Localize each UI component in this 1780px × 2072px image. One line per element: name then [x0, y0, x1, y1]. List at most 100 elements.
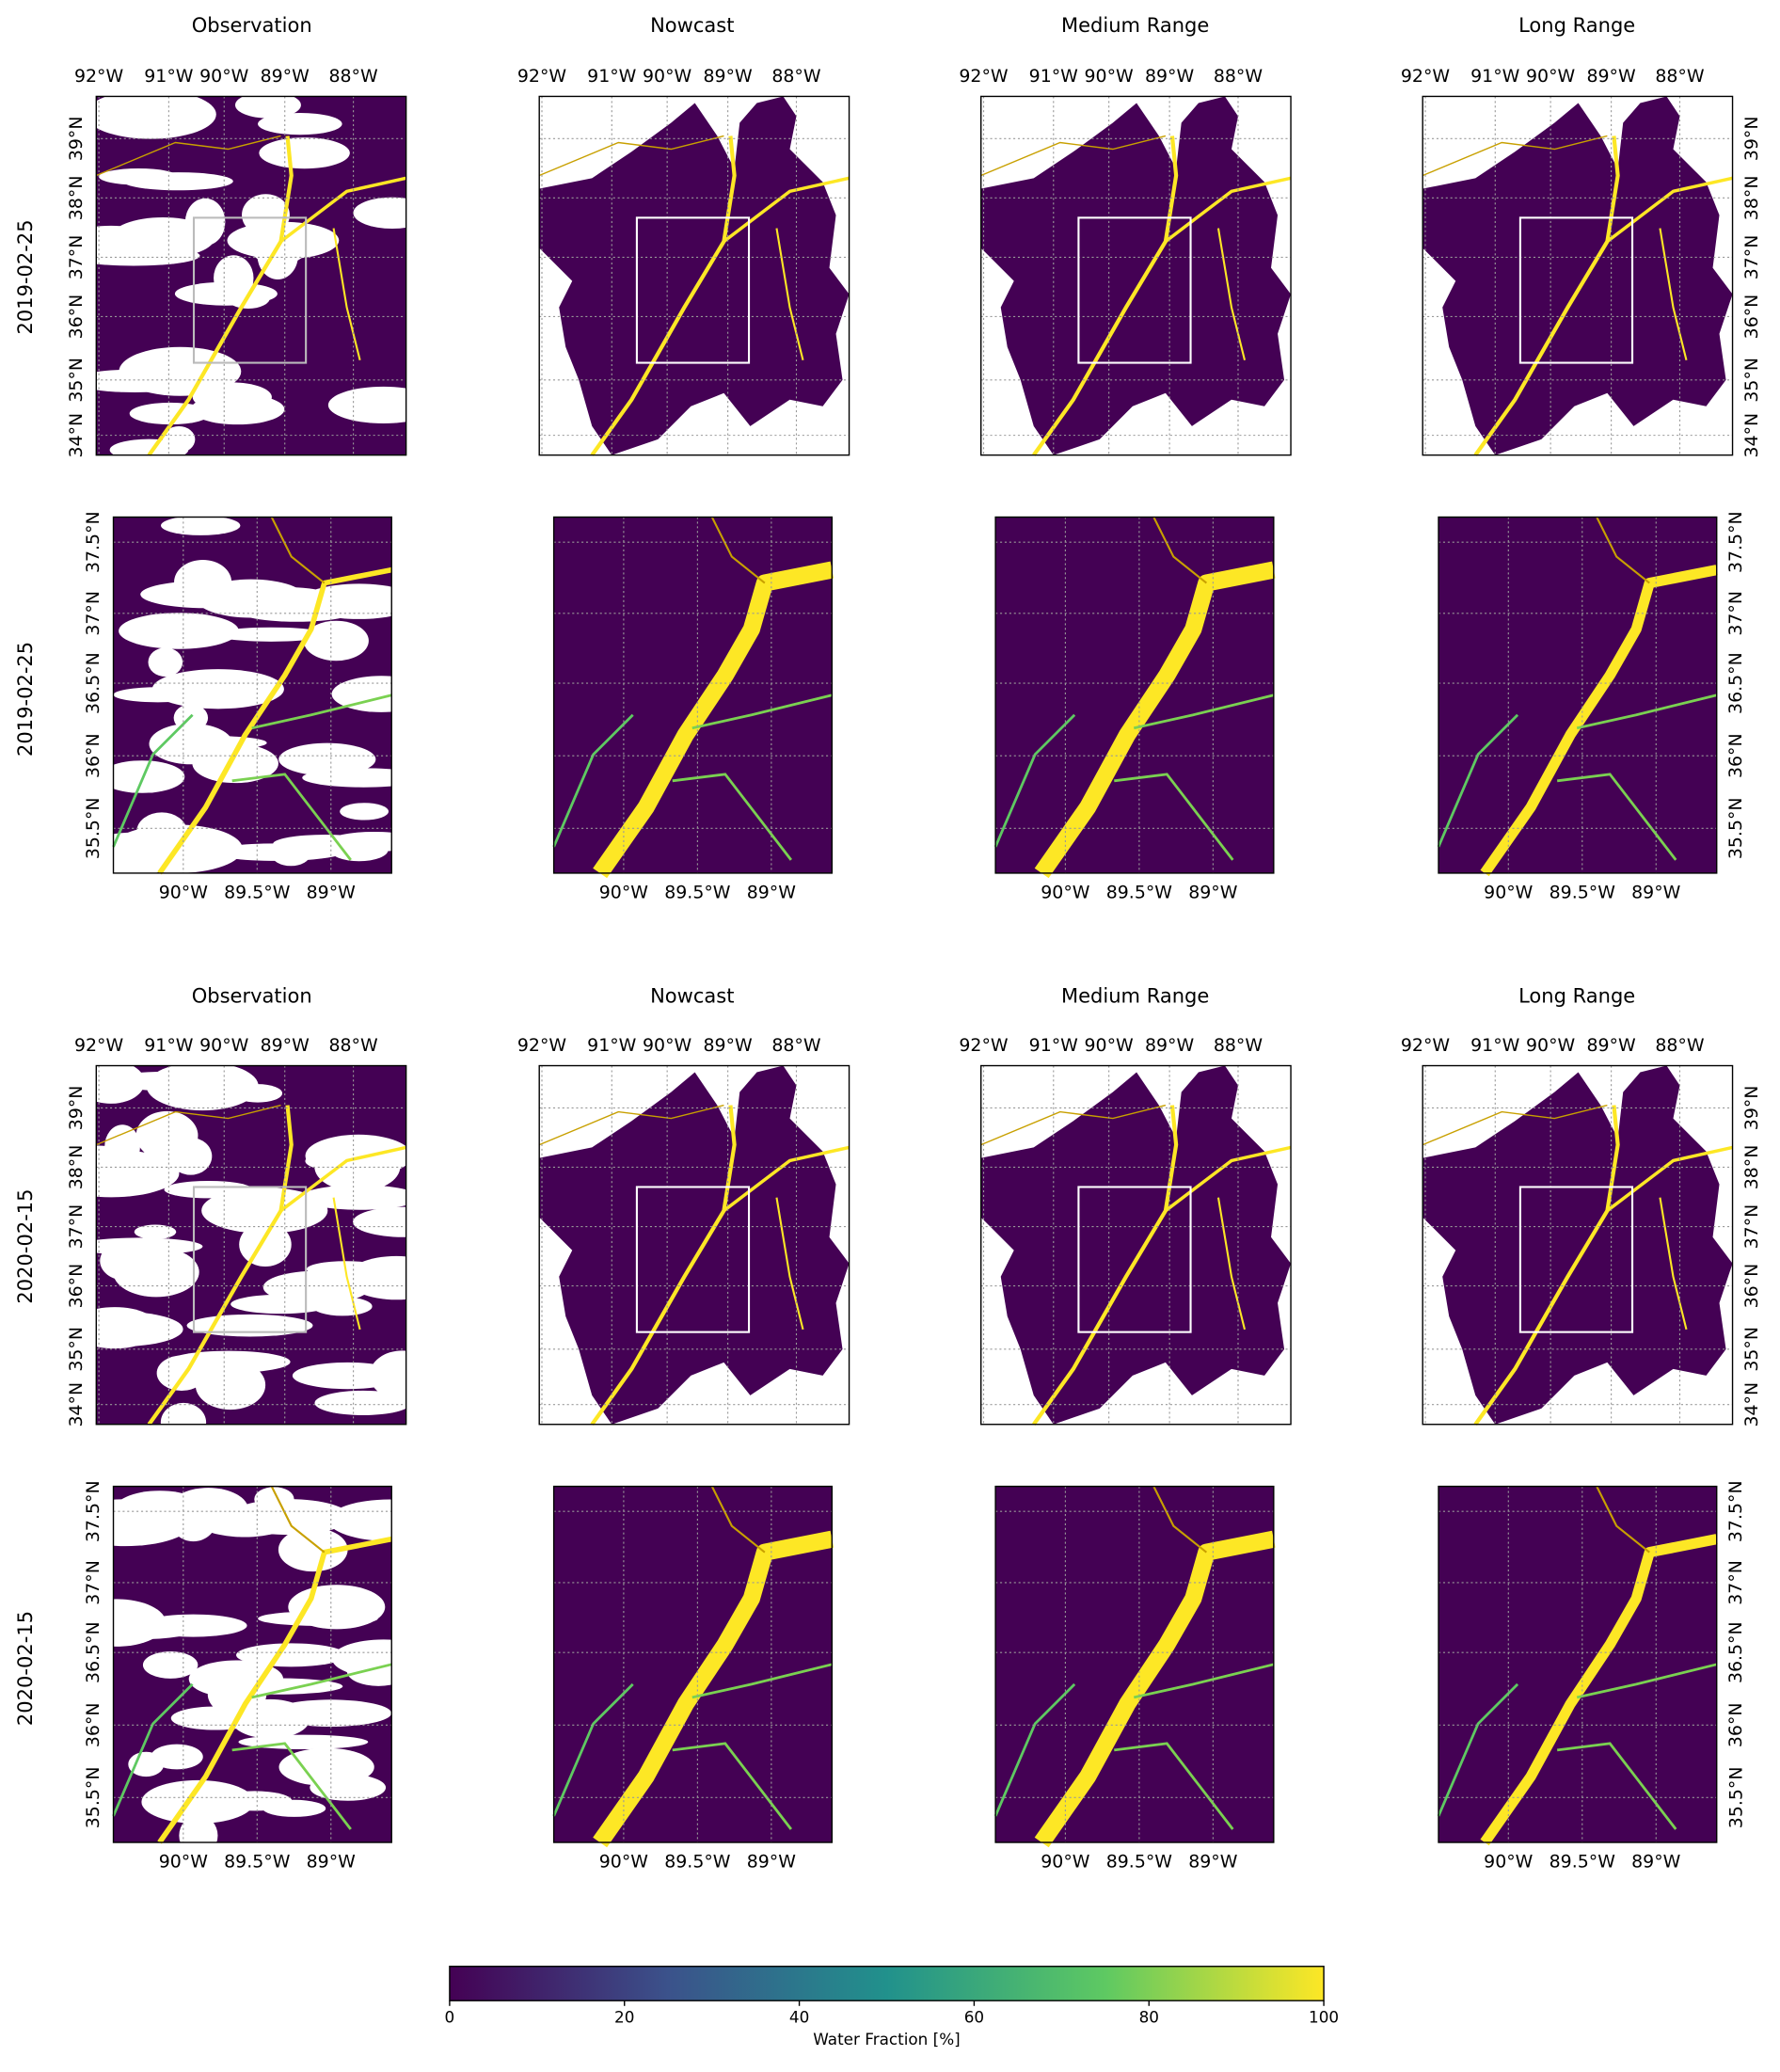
x-tick-label: 90°W	[599, 1852, 649, 1873]
zoom-box	[1077, 1186, 1192, 1333]
x-tick-label: 89°W	[261, 66, 310, 87]
y-tick-label: 38°N	[66, 1145, 87, 1190]
x-tick-label: 89°W	[307, 882, 357, 902]
y-tick-label: 39°N	[1741, 116, 1762, 161]
y-tick-label: 36.5°N	[83, 1621, 103, 1683]
x-tick-label: 88°W	[771, 1035, 821, 1056]
river	[270, 517, 326, 584]
map-panel	[1438, 517, 1717, 873]
cloud	[142, 1651, 199, 1679]
y-tick-label: 38°N	[66, 176, 87, 221]
river	[1164, 176, 1292, 244]
river	[1556, 773, 1677, 861]
x-tick-label: 89°W	[1631, 1852, 1681, 1873]
river	[147, 1105, 294, 1426]
x-tick-label: 89°W	[747, 882, 797, 902]
cloud	[104, 1124, 140, 1169]
y-tick-label: 36°N	[66, 1264, 87, 1309]
cloud	[327, 386, 439, 423]
x-tick-label: 90°W	[1041, 1852, 1090, 1873]
x-tick-label: 90°W	[1041, 882, 1090, 902]
river	[1596, 517, 1650, 584]
column-title: Long Range	[1518, 984, 1635, 1008]
river	[332, 228, 361, 360]
cloud	[179, 1814, 218, 1857]
zoom-box	[1518, 1186, 1634, 1333]
river	[710, 1486, 766, 1554]
x-tick-label: 92°W	[517, 1035, 567, 1056]
cloud	[149, 723, 233, 765]
panel-frame	[994, 1485, 1275, 1843]
x-tick-label: 90°W	[599, 882, 649, 902]
zoom-box	[635, 216, 751, 364]
cloud	[190, 393, 285, 425]
river	[1152, 517, 1208, 584]
cloud	[299, 1185, 421, 1210]
y-tick-label: 35°N	[1741, 1327, 1762, 1372]
panel-frame	[1422, 1064, 1734, 1426]
river	[1152, 1486, 1208, 1554]
x-tick-label: 90°W	[1085, 1035, 1135, 1056]
x-tick-label: 88°W	[1214, 1035, 1263, 1056]
cloud	[148, 647, 183, 677]
cloud	[314, 1390, 412, 1416]
x-tick-label: 91°W	[587, 1035, 637, 1056]
cloud	[100, 1241, 151, 1281]
x-tick-label: 89°W	[1587, 66, 1637, 87]
river	[538, 135, 724, 177]
cloud	[134, 1224, 177, 1239]
river	[993, 713, 1076, 848]
river	[590, 135, 737, 456]
y-tick-label: 35.5°N	[1725, 797, 1746, 859]
row-label: 2020-02-15	[13, 1188, 37, 1303]
x-tick-label: 89°W	[747, 1852, 797, 1873]
cloud	[139, 1614, 247, 1637]
x-tick-label: 91°W	[587, 66, 637, 87]
cloud	[262, 1270, 371, 1304]
river	[1437, 1682, 1519, 1817]
y-tick-label: 35.5°N	[83, 797, 103, 859]
x-tick-label: 91°W	[144, 66, 194, 87]
cloud	[161, 516, 241, 535]
river	[96, 135, 281, 177]
y-tick-label: 35°N	[66, 1327, 87, 1372]
cloud	[278, 1527, 348, 1572]
x-tick-label: 90°W	[1085, 66, 1135, 87]
river	[279, 1145, 407, 1213]
river	[1164, 1145, 1292, 1213]
river	[980, 1104, 1167, 1146]
cloud	[331, 1639, 436, 1679]
river	[112, 713, 194, 848]
zoom-box	[635, 1186, 751, 1333]
x-tick-label: 91°W	[1029, 66, 1079, 87]
x-tick-label: 89.5°W	[664, 1852, 731, 1873]
river	[590, 1105, 737, 1426]
zoom-box	[192, 216, 308, 364]
cloud	[141, 1779, 255, 1824]
y-tick-label: 34°N	[1741, 413, 1762, 458]
cloud	[162, 425, 196, 454]
column-title: Medium Range	[1061, 13, 1209, 37]
river	[1473, 1105, 1620, 1426]
river	[1422, 135, 1608, 177]
column-title: Medium Range	[1061, 984, 1209, 1008]
cloud	[164, 1180, 253, 1199]
x-tick-label: 89.5°W	[664, 882, 731, 902]
y-tick-label: 37°N	[66, 1204, 87, 1250]
y-tick-label: 36°N	[1725, 733, 1746, 778]
river	[279, 176, 407, 244]
panel-frame	[552, 1485, 834, 1843]
river	[980, 135, 1167, 177]
cloud	[214, 627, 328, 642]
zoom-box	[192, 1186, 308, 1333]
river	[775, 228, 804, 360]
x-tick-label: 91°W	[1470, 66, 1520, 87]
colorbar-tick-label: 20	[614, 2007, 634, 2026]
map-panel	[1438, 1486, 1717, 1843]
river	[251, 1663, 392, 1699]
zoom-box	[1518, 216, 1634, 364]
cloud	[228, 1499, 350, 1536]
cloud	[72, 369, 199, 393]
y-tick-label: 36.5°N	[1725, 652, 1746, 714]
